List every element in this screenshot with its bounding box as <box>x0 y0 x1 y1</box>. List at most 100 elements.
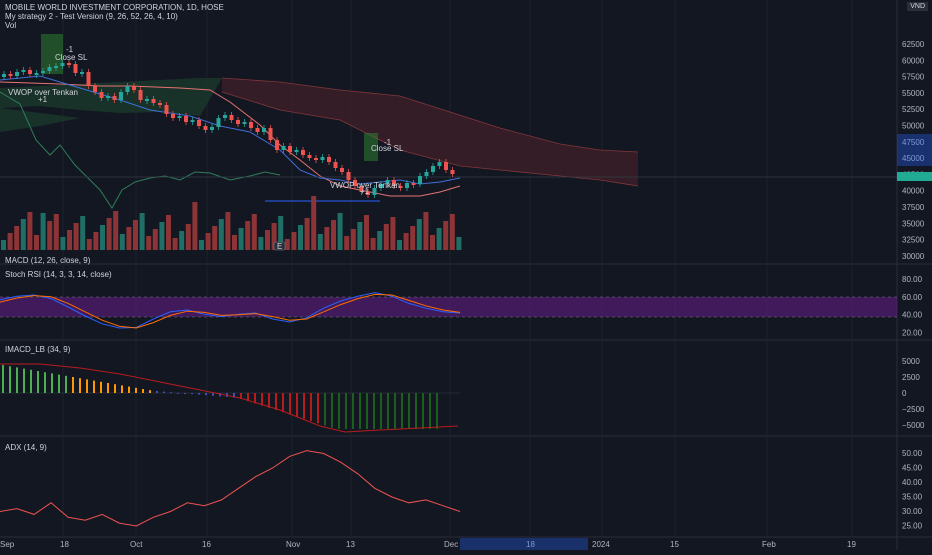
volume-bar <box>232 235 237 250</box>
volume-bar <box>166 215 171 250</box>
imacd-bar <box>30 369 32 393</box>
time-tick: Dec <box>444 540 458 549</box>
candle <box>8 74 13 76</box>
imacd-bar <box>114 384 116 393</box>
volume-bar <box>192 202 198 250</box>
imacd-bar <box>317 393 319 424</box>
candle <box>340 168 344 172</box>
imacd-bar <box>296 393 298 417</box>
imacd-bar <box>86 379 88 393</box>
imacd-title[interactable]: IMACD_LB (34, 9) <box>5 345 71 354</box>
adx-tick: 30.00 <box>902 507 923 516</box>
imacd-bar <box>142 389 144 393</box>
candle <box>67 63 71 65</box>
imacd-signal-line <box>0 363 459 433</box>
volume-bar <box>47 221 53 250</box>
candle <box>366 192 370 195</box>
volume-title[interactable]: Vol <box>5 21 17 30</box>
imacd-bar <box>184 393 186 394</box>
candle <box>60 63 65 66</box>
imacd-bar <box>303 393 305 419</box>
candle <box>242 122 247 124</box>
candle <box>431 166 435 172</box>
imacd-bar <box>72 377 74 393</box>
volume-bar <box>218 219 224 250</box>
time-tick: 18 <box>60 540 69 549</box>
candle <box>229 115 234 120</box>
adx-title[interactable]: ADX (14, 9) <box>5 443 47 452</box>
imacd-bar <box>310 393 312 421</box>
stoch-title[interactable]: Stoch RSI (14, 3, 3, 14, close) <box>5 270 112 279</box>
candle <box>327 157 331 162</box>
time-tick: 15 <box>670 540 679 549</box>
volume-bar <box>159 222 165 250</box>
volume-bar <box>14 226 20 250</box>
imacd-bar <box>387 393 389 429</box>
imacd-bar <box>275 393 277 410</box>
imacd-bar <box>65 375 67 393</box>
candle <box>249 122 253 128</box>
volume-bar <box>172 238 178 250</box>
symbol-title[interactable]: MOBILE WORLD INVESTMENT CORPORATION, 1D,… <box>5 3 224 12</box>
volume-bar <box>133 220 138 250</box>
imacd-bar <box>163 391 165 393</box>
strategy-title[interactable]: My strategy 2 - Test Version (9, 26, 52,… <box>5 12 178 21</box>
volume-bar <box>93 232 99 250</box>
candle <box>86 72 91 86</box>
volume-bar <box>205 233 211 250</box>
volume-bar <box>357 222 363 250</box>
imacd-bar <box>93 380 95 393</box>
imacd-bar <box>373 393 375 429</box>
candle <box>54 66 58 68</box>
volume-bar <box>7 233 13 250</box>
candle <box>314 158 318 160</box>
plus1-label-1: +1 <box>38 95 48 104</box>
volume-bar <box>443 221 449 250</box>
volume-bar <box>449 214 455 250</box>
volume-bar <box>331 220 336 250</box>
volume-bar <box>265 230 270 250</box>
time-tick: Nov <box>286 540 300 549</box>
imacd-bar <box>352 393 354 429</box>
volume-bar <box>456 237 462 250</box>
imacd-tick: 5000 <box>902 357 920 366</box>
imacd-bar <box>205 393 207 396</box>
candle <box>372 188 377 195</box>
minus1-label-1: -1 <box>66 45 74 54</box>
candle <box>294 150 299 152</box>
volume-bar <box>212 226 218 250</box>
stoch-band <box>0 297 897 317</box>
adx-axis: 50.00 45.00 40.00 35.00 30.00 25.00 <box>902 449 923 531</box>
candle <box>28 70 32 74</box>
earnings-badge[interactable] <box>273 241 286 251</box>
price-tick: 47500 <box>902 138 925 147</box>
candle <box>2 74 6 77</box>
stoch-tick: 80.00 <box>902 275 923 284</box>
imacd-bar <box>415 393 417 429</box>
candle <box>41 71 45 73</box>
macd-title[interactable]: MACD (12, 26, close, 9) <box>5 256 91 265</box>
price-tick: 55000 <box>902 89 925 98</box>
imacd-bar <box>261 393 263 406</box>
volume-bar <box>430 235 435 250</box>
volume-bar <box>364 215 369 250</box>
time-axis[interactable]: Sep 18 Oct 16 Nov 13 Dec 18 2024 15 Feb 19 <box>0 540 856 549</box>
volume-bar <box>271 223 277 250</box>
currency-label[interactable]: VND <box>907 2 928 11</box>
candle <box>125 86 130 92</box>
volume-bar <box>139 213 145 250</box>
current-price-marker <box>897 172 932 181</box>
candle <box>80 72 84 74</box>
volume-bar <box>403 233 409 250</box>
imacd-bar <box>331 393 333 428</box>
candle <box>333 162 338 168</box>
candle <box>119 92 123 100</box>
volume-bar <box>119 234 125 250</box>
imacd-bar <box>380 393 382 429</box>
volume-bar <box>337 213 343 250</box>
imacd-bar <box>121 385 123 393</box>
imacd-bar <box>198 393 200 395</box>
volume-bar <box>397 240 402 250</box>
volume-bar <box>284 239 290 250</box>
